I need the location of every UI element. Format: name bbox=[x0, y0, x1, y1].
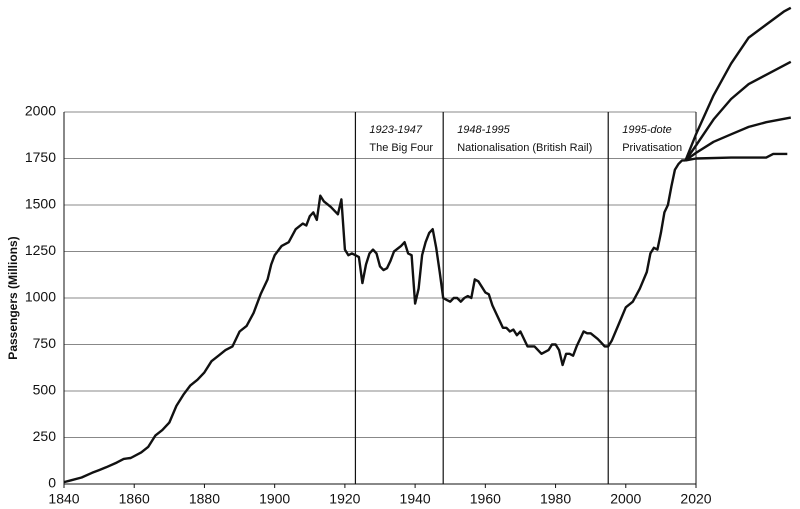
x-tick-label: 1980 bbox=[540, 491, 571, 507]
period-label: 1923-1947 bbox=[369, 124, 422, 136]
y-tick-label: 0 bbox=[48, 475, 56, 491]
series-line bbox=[684, 116, 792, 162]
period-name: Nationalisation (British Rail) bbox=[457, 142, 592, 154]
y-tick-label: 500 bbox=[33, 382, 57, 398]
x-tick-label: 2000 bbox=[610, 491, 641, 507]
series-line bbox=[684, 60, 792, 162]
y-tick-label: 2000 bbox=[25, 103, 56, 119]
series-line bbox=[63, 159, 686, 484]
series-line bbox=[685, 152, 788, 162]
x-tick-label: 1920 bbox=[329, 491, 360, 507]
period-label: 1995-dote bbox=[622, 124, 672, 136]
x-tick-label: 1960 bbox=[470, 491, 501, 507]
x-tick-label: 1880 bbox=[189, 491, 220, 507]
x-tick-label: 1840 bbox=[48, 491, 79, 507]
x-tick-label: 1860 bbox=[119, 491, 150, 507]
period-name: The Big Four bbox=[369, 142, 433, 154]
y-tick-label: 1250 bbox=[25, 242, 56, 258]
x-tick-label: 1940 bbox=[400, 491, 431, 507]
y-tick-label: 250 bbox=[33, 428, 57, 444]
series-line bbox=[684, 6, 792, 161]
period-name: Privatisation bbox=[622, 142, 682, 154]
y-tick-label: 1500 bbox=[25, 196, 56, 212]
y-tick-label: 1000 bbox=[25, 289, 56, 305]
y-tick-label: 1750 bbox=[25, 149, 56, 165]
x-tick-label: 2020 bbox=[680, 491, 711, 507]
y-tick-label: 750 bbox=[33, 335, 57, 351]
period-label: 1948-1995 bbox=[457, 124, 510, 136]
y-axis-label: Passengers (Millions) bbox=[6, 236, 20, 359]
x-tick-label: 1900 bbox=[259, 491, 290, 507]
